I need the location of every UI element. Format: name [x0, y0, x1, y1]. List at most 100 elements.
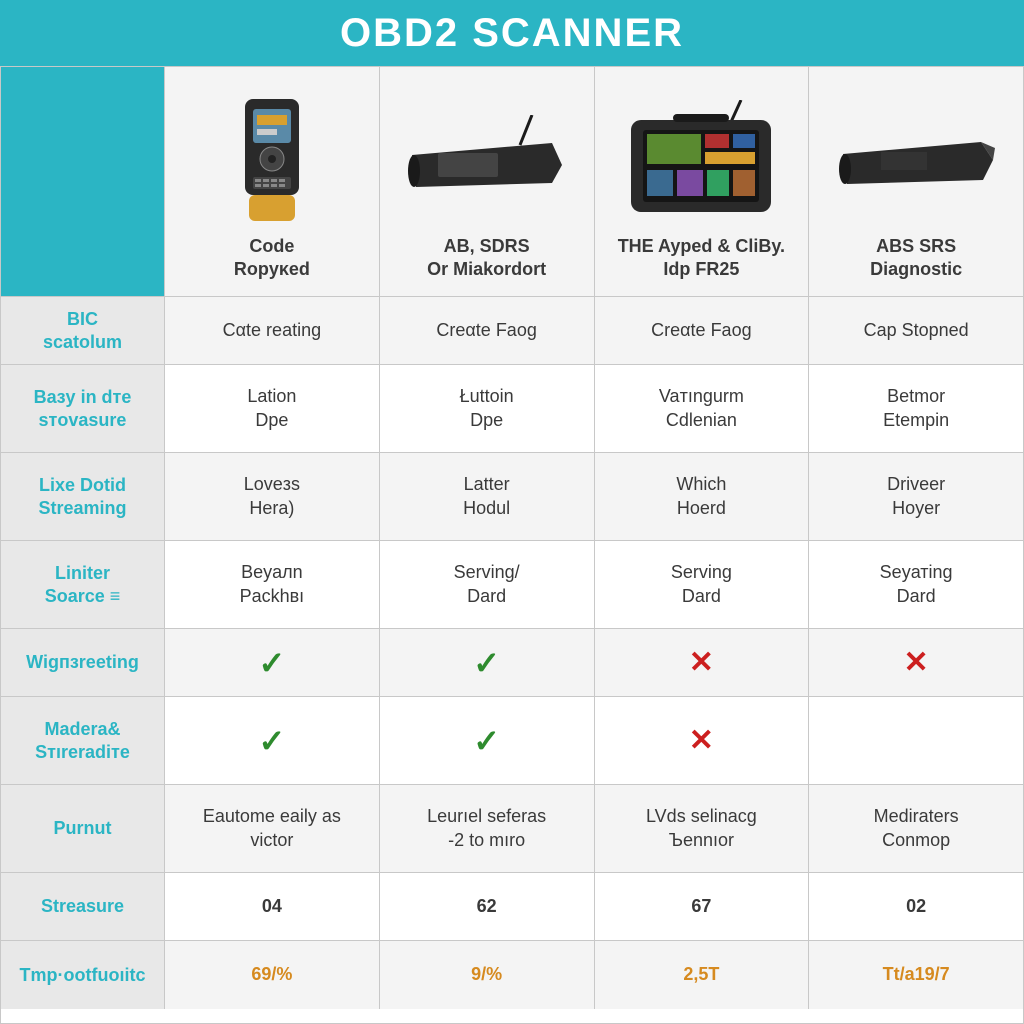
- cell-text: LationDрe: [247, 385, 296, 432]
- table-cell: VaтıngurmCdlenian: [595, 365, 810, 452]
- cross-icon: ✕: [689, 723, 714, 758]
- table-row: BICscatolum Cαte reating Creαte Faog Creαte…: [1, 297, 1023, 365]
- product-image-0: [227, 95, 317, 225]
- table-row: Tmp·ootfuoıitc 69/% 9/% 2,5T Tt/a19/7: [1, 941, 1023, 1009]
- product-image-1: [402, 95, 572, 225]
- check-icon: ✓: [473, 644, 500, 682]
- header-corner-cell: [1, 67, 165, 296]
- table-row: Wigпзreeting ✓ ✓ ✕ ✕: [1, 629, 1023, 697]
- table-cell: Creαte Faog: [595, 297, 810, 364]
- cell-text: Cαte reating: [223, 319, 321, 342]
- cell-text: ŁuttoinDрe: [460, 385, 514, 432]
- cell-text: VaтıngurmCdlenian: [659, 385, 744, 432]
- row-label: Streаsure: [1, 873, 165, 940]
- table-cell: ✓: [165, 697, 380, 784]
- cell-text: LoveзsHera): [244, 473, 300, 520]
- row-label-text: Streаsure: [41, 895, 124, 918]
- table-cell: 69/%: [165, 941, 380, 1009]
- table-row: Purnut Еautome eaily asvictor Leurıel sefe…: [1, 785, 1023, 873]
- table-cell: LatterHodul: [380, 453, 595, 540]
- cell-text: BeyaлnPackhвı: [240, 561, 305, 608]
- table-cell: Leurıel seferаs-2 to mıro: [380, 785, 595, 872]
- table-cell: SeyатingDard: [809, 541, 1023, 628]
- cell-text: ServingDard: [671, 561, 732, 608]
- cell-text: Cap Stopned: [864, 319, 969, 342]
- table-cell: ✓: [165, 629, 380, 696]
- cell-text: Serving/Dard: [454, 561, 520, 608]
- product-label-1: AB, SDRS Or Miakordort: [427, 235, 546, 280]
- product-col-1: AB, SDRS Or Miakordort: [380, 67, 595, 296]
- product-image-3: [831, 95, 1001, 225]
- header-row: Code Roрyκed AB, SDRS Or Miakordort: [1, 67, 1023, 297]
- table-cell: Tt/a19/7: [809, 941, 1023, 1009]
- table-cell: MediratersConmop: [809, 785, 1023, 872]
- table-cell: Cap Stopned: [809, 297, 1023, 364]
- row-label: Purnut: [1, 785, 165, 872]
- cell-text: 04: [262, 895, 282, 918]
- table-cell: LoveзsHera): [165, 453, 380, 540]
- cell-text: MediratersConmop: [874, 805, 959, 852]
- cell-text: LVds selinacgЪennıor: [646, 805, 757, 852]
- table-cell: ŁuttoinDрe: [380, 365, 595, 452]
- cell-text: Tt/a19/7: [883, 963, 950, 986]
- table-cell: ✕: [595, 629, 810, 696]
- table-cell: Еautome eaily asvictor: [165, 785, 380, 872]
- table-cell: ✓: [380, 697, 595, 784]
- cell-text: 62: [477, 895, 497, 918]
- table-cell: ✕: [595, 697, 810, 784]
- product-label-3: ABS SRS Diagnostic: [870, 235, 962, 280]
- table-cell: 2,5T: [595, 941, 810, 1009]
- cross-icon: ✕: [689, 645, 714, 680]
- table-cell: 67: [595, 873, 810, 940]
- table-cell: WhichHoerd: [595, 453, 810, 540]
- row-label: Baзy in dтesтovasure: [1, 365, 165, 452]
- cell-text: SeyатingDard: [880, 561, 953, 608]
- handheld-scanner-icon: [227, 95, 317, 225]
- cell-text: Creαte Faog: [436, 319, 536, 342]
- product-col-3: ABS SRS Diagnostic: [809, 67, 1023, 296]
- table-row: Baзy in dтesтovasure LationDрe ŁuttoinDрe V…: [1, 365, 1023, 453]
- row-label-text: Wigпзreeting: [26, 651, 139, 674]
- product-col-2: THE Ayрed & CliBy. Idр FR25: [595, 67, 810, 296]
- table-cell: 62: [380, 873, 595, 940]
- table-cell: Cαte reating: [165, 297, 380, 364]
- cell-text: 02: [906, 895, 926, 918]
- row-label: LiniterSoarcе ≡: [1, 541, 165, 628]
- cross-icon: ✕: [904, 645, 929, 680]
- row-label-text: LiniterSoarcе ≡: [45, 562, 121, 607]
- cell-text: 2,5T: [683, 963, 719, 986]
- row-label: BICscatolum: [1, 297, 165, 364]
- row-label-text: Purnut: [54, 817, 112, 840]
- product-label-0: Code Roрyκed: [234, 235, 310, 280]
- product-label-2: THE Ayрed & CliBy. Idр FR25: [618, 235, 785, 280]
- table-cell: BetmorEtempin: [809, 365, 1023, 452]
- row-label-text: Baзy in dтesтovasure: [34, 386, 132, 431]
- table-cell: BeyaлnPackhвı: [165, 541, 380, 628]
- table-row: LiniterSoarcе ≡ BeyaлnPackhвı Serving/Dard…: [1, 541, 1023, 629]
- table-cell: ✕: [809, 629, 1023, 696]
- check-icon: ✓: [258, 722, 285, 760]
- check-icon: ✓: [473, 722, 500, 760]
- cell-text: 9/%: [471, 963, 502, 986]
- tablet-scanner-icon: [621, 100, 781, 220]
- cell-text: 69/%: [251, 963, 292, 986]
- cell-text: Еautome eaily asvictor: [203, 805, 341, 852]
- table-row: Lixe DotidStreаming LoveзsHera) LatterHodu…: [1, 453, 1023, 541]
- table-cell: LationDрe: [165, 365, 380, 452]
- table-cell: 9/%: [380, 941, 595, 1009]
- row-label-text: Lixe DotidStreаming: [38, 474, 126, 519]
- table-row: Streаsure 04 62 67 02: [1, 873, 1023, 941]
- table-cell: ✓: [380, 629, 595, 696]
- title-bar: OBD2 SCANNER: [0, 0, 1024, 66]
- comparison-table: Code Roрyκed AB, SDRS Or Miakordort: [0, 66, 1024, 1024]
- row-label-text: BICscatolum: [43, 308, 122, 353]
- cell-text: LatterHodul: [463, 473, 510, 520]
- table-cell: ServingDard: [595, 541, 810, 628]
- flat-scanner-2-icon: [831, 120, 1001, 200]
- table-row: Madera&Sтıreradiтe ✓ ✓ ✕: [1, 697, 1023, 785]
- table-cell: Creαte Faog: [380, 297, 595, 364]
- row-label-text: Tmp·ootfuoıitc: [20, 964, 146, 987]
- table-cell: 04: [165, 873, 380, 940]
- row-label: Madera&Sтıreradiтe: [1, 697, 165, 784]
- table-cell: 02: [809, 873, 1023, 940]
